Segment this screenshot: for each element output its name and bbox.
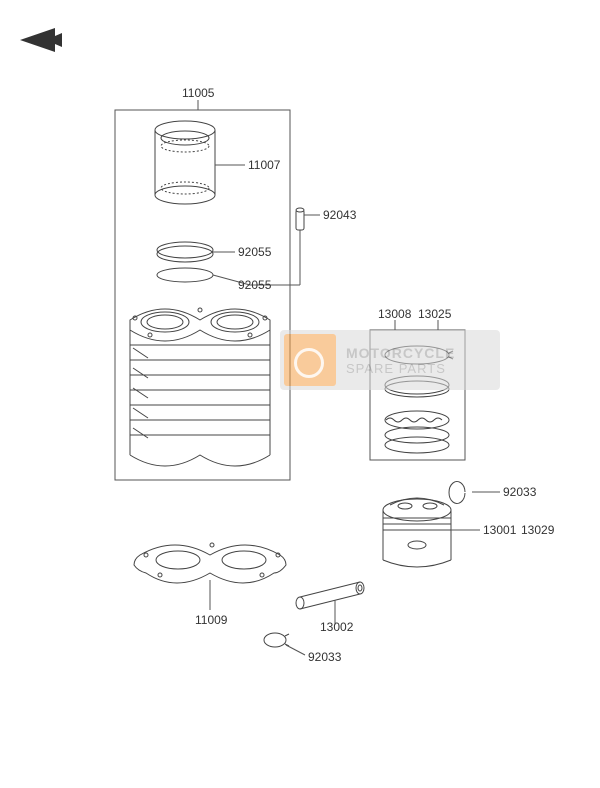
part-piston bbox=[383, 498, 451, 567]
part-gasket bbox=[134, 543, 286, 583]
part-pin-92043 bbox=[296, 208, 304, 230]
label-11005: 11005 bbox=[182, 86, 214, 100]
label-13025: 13025 bbox=[418, 307, 451, 321]
label-13029: 13029 bbox=[521, 523, 554, 537]
watermark-logo bbox=[284, 334, 336, 386]
label-92033-right: 92033 bbox=[503, 485, 536, 499]
label-92055-upper: 92055 bbox=[238, 245, 271, 259]
label-13008: 13008 bbox=[378, 307, 411, 321]
part-circlip-right bbox=[449, 482, 465, 504]
part-piston-pin bbox=[296, 582, 364, 609]
watermark-line1: MOTORCYCLE bbox=[346, 345, 455, 361]
label-92043: 92043 bbox=[323, 208, 356, 222]
nav-arrow bbox=[20, 28, 62, 52]
watermark-text: MOTORCYCLE SPARE PARTS bbox=[346, 345, 455, 376]
part-circlip-bottom bbox=[264, 633, 289, 647]
label-11009: 11009 bbox=[195, 613, 227, 627]
diagram-svg bbox=[0, 0, 600, 788]
part-liner bbox=[155, 121, 215, 204]
part-oring-upper bbox=[157, 242, 213, 262]
label-92055-lower: 92055 bbox=[238, 278, 271, 292]
part-cylinder-block bbox=[130, 308, 270, 466]
watermark-line2: SPARE PARTS bbox=[346, 361, 455, 376]
label-11007: 11007 bbox=[248, 158, 280, 172]
label-92033-bottom: 92033 bbox=[308, 650, 341, 664]
watermark-badge: MOTORCYCLE SPARE PARTS bbox=[280, 330, 500, 390]
label-13002: 13002 bbox=[320, 620, 353, 634]
label-13001: 13001 bbox=[483, 523, 516, 537]
part-ring-oil bbox=[385, 411, 449, 453]
part-oring-lower bbox=[157, 268, 213, 282]
